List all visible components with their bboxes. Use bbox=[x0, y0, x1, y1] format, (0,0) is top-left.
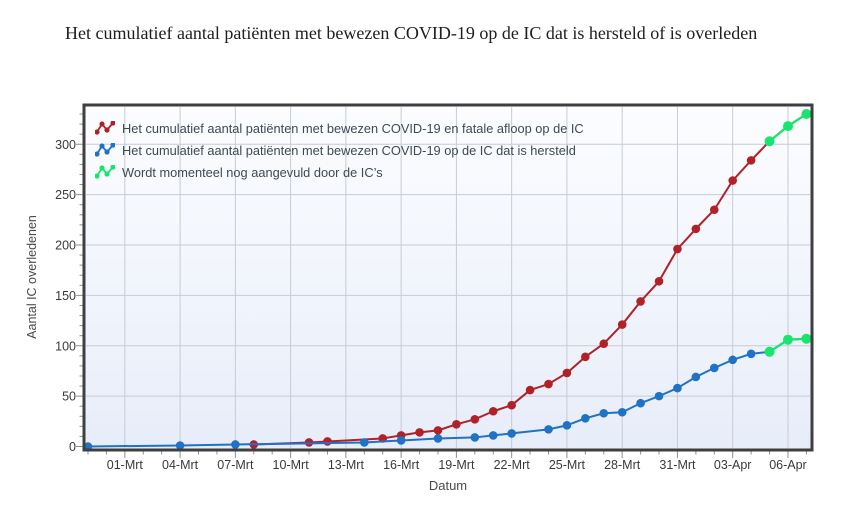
x-tick-label: 19-Mrt bbox=[438, 458, 475, 472]
data-point[interactable] bbox=[636, 398, 645, 408]
y-tick-label: 300 bbox=[55, 138, 76, 152]
legend-marker-zigzag-icon bbox=[95, 121, 115, 135]
legend-marker-zigzag-icon bbox=[95, 165, 115, 179]
data-point[interactable] bbox=[654, 391, 664, 401]
data-point[interactable] bbox=[507, 429, 516, 438]
data-point[interactable] bbox=[782, 121, 793, 132]
data-point[interactable] bbox=[764, 136, 775, 147]
data-point[interactable] bbox=[323, 437, 332, 446]
y-tick-label: 150 bbox=[55, 289, 76, 303]
x-tick-label: 01-Mrt bbox=[107, 458, 144, 472]
data-point[interactable] bbox=[488, 431, 498, 440]
data-point[interactable] bbox=[728, 355, 737, 365]
x-tick-label: 22-Mrt bbox=[494, 458, 531, 472]
data-point[interactable] bbox=[488, 406, 498, 416]
y-tick-label: 50 bbox=[62, 390, 76, 404]
data-point[interactable] bbox=[691, 224, 701, 234]
data-point[interactable] bbox=[599, 408, 609, 418]
data-point[interactable] bbox=[746, 156, 756, 165]
data-point[interactable] bbox=[581, 352, 590, 362]
x-tick-label: 16-Mrt bbox=[383, 458, 420, 472]
data-point[interactable] bbox=[709, 205, 719, 215]
legend-item-wordt-aangevuld[interactable]: Wordt momenteel nog aangevuld door de IC… bbox=[95, 161, 584, 183]
data-point[interactable] bbox=[360, 438, 369, 447]
data-point[interactable] bbox=[691, 372, 701, 382]
data-point[interactable] bbox=[782, 334, 793, 345]
y-axis-title: Aantal IC overledenen bbox=[25, 215, 39, 339]
legend-label: Het cumulatief aantal patiënten met bewe… bbox=[122, 142, 576, 158]
data-point[interactable] bbox=[562, 368, 572, 378]
data-point[interactable] bbox=[617, 407, 627, 417]
y-tick-label: 100 bbox=[55, 339, 76, 353]
legend-label: Het cumulatief aantal patiënten met bewe… bbox=[122, 120, 584, 136]
x-tick-label: 04-Mrt bbox=[162, 458, 199, 472]
x-tick-label: 13-Mrt bbox=[328, 458, 365, 472]
data-point[interactable] bbox=[415, 428, 424, 437]
x-tick-label: 03-Apr bbox=[714, 458, 752, 472]
plot-frame bbox=[82, 103, 814, 452]
chart-legend: Het cumulatief aantal patiënten met bewe… bbox=[95, 117, 584, 183]
data-point[interactable] bbox=[673, 244, 682, 254]
x-tick-label: 25-Mrt bbox=[549, 458, 586, 472]
x-tick-label: 28-Mrt bbox=[604, 458, 641, 472]
legend-label: Wordt momenteel nog aangevuld door de IC… bbox=[122, 164, 383, 180]
chart-title: Het cumulatief aantal patiënten met bewe… bbox=[65, 23, 758, 43]
data-point[interactable] bbox=[470, 433, 480, 442]
data-point[interactable] bbox=[599, 339, 609, 349]
legend-item-fatale-afloop[interactable]: Het cumulatief aantal patiënten met bewe… bbox=[95, 117, 584, 139]
data-point[interactable] bbox=[728, 176, 737, 185]
data-point[interactable] bbox=[175, 441, 185, 450]
data-point[interactable] bbox=[433, 434, 443, 443]
data-point[interactable] bbox=[801, 333, 812, 344]
x-tick-label: 10-Mrt bbox=[273, 458, 310, 472]
data-point[interactable] bbox=[709, 363, 719, 373]
data-point[interactable] bbox=[433, 426, 443, 435]
data-point[interactable] bbox=[764, 346, 775, 357]
x-tick-label: 07-Mrt bbox=[217, 458, 254, 472]
data-point[interactable] bbox=[636, 297, 645, 306]
data-point[interactable] bbox=[231, 440, 240, 449]
x-tick-label: 31-Mrt bbox=[659, 458, 696, 472]
data-point[interactable] bbox=[470, 414, 480, 424]
legend-item-hersteld[interactable]: Het cumulatief aantal patiënten met bewe… bbox=[95, 139, 584, 161]
y-tick-label: 200 bbox=[55, 239, 76, 253]
plot-background bbox=[84, 105, 812, 450]
data-point[interactable] bbox=[507, 400, 516, 410]
data-point[interactable] bbox=[746, 349, 756, 359]
legend-marker-zigzag-icon bbox=[95, 143, 115, 157]
data-point[interactable] bbox=[581, 413, 590, 423]
data-point[interactable] bbox=[801, 109, 812, 120]
data-point[interactable] bbox=[544, 379, 553, 389]
data-point[interactable] bbox=[673, 383, 682, 393]
x-axis-title: Datum bbox=[429, 478, 467, 493]
data-point[interactable] bbox=[654, 276, 664, 286]
y-tick-label: 250 bbox=[55, 188, 76, 202]
x-tick-label: 06-Apr bbox=[769, 458, 807, 472]
y-tick-label: 0 bbox=[69, 440, 76, 454]
data-point[interactable] bbox=[525, 385, 535, 395]
data-point[interactable] bbox=[617, 320, 627, 329]
data-point[interactable] bbox=[544, 425, 553, 434]
data-point[interactable] bbox=[396, 436, 406, 445]
data-point[interactable] bbox=[452, 420, 461, 429]
data-point[interactable] bbox=[562, 421, 572, 430]
